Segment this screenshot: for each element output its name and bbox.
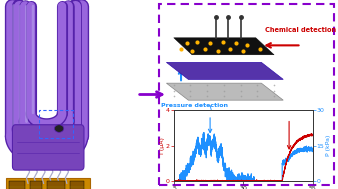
Polygon shape <box>174 38 274 55</box>
Bar <box>6 178 90 189</box>
FancyBboxPatch shape <box>13 125 84 170</box>
Text: Pressure detection: Pressure detection <box>161 103 228 108</box>
Polygon shape <box>166 62 283 79</box>
Ellipse shape <box>54 125 64 132</box>
Y-axis label: P (kPa): P (kPa) <box>326 135 331 156</box>
Bar <box>39 110 73 138</box>
Text: Chemical detection: Chemical detection <box>265 27 336 33</box>
Bar <box>9 181 25 189</box>
Bar <box>47 181 65 189</box>
Bar <box>70 181 84 189</box>
Polygon shape <box>166 83 283 100</box>
Y-axis label: I (μA): I (μA) <box>160 137 165 154</box>
Bar <box>29 181 42 189</box>
